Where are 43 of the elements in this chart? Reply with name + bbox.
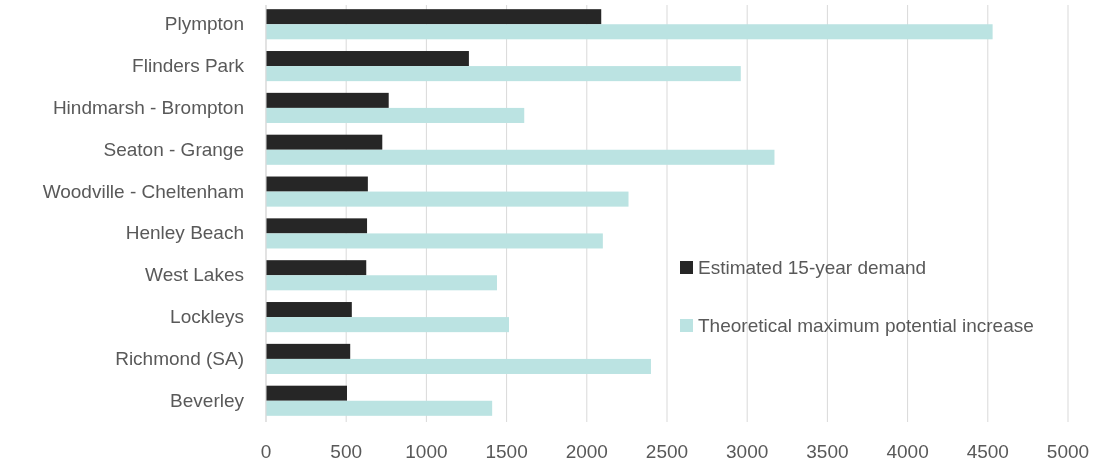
bar: [266, 51, 469, 67]
y-tick-label: Woodville - Cheltenham: [42, 180, 244, 202]
y-tick-label: Plympton: [164, 13, 244, 35]
bar: [266, 260, 367, 276]
bar: [266, 92, 389, 108]
bar: [266, 317, 510, 333]
bar: [266, 358, 651, 374]
bar: [266, 9, 602, 25]
legend-label: Estimated 15-year demand: [698, 257, 927, 278]
x-tick-label: 2000: [565, 441, 608, 462]
bar: [266, 176, 368, 192]
x-tick-label: 0: [260, 441, 272, 462]
y-tick-label: Beverley: [170, 389, 245, 411]
y-tick-label: Flinders Park: [132, 55, 245, 77]
x-tick-label: 500: [330, 441, 363, 462]
bar: [266, 218, 368, 234]
x-tick-label: 2500: [645, 441, 689, 462]
bar: [266, 343, 351, 359]
bar: [266, 66, 741, 82]
x-tick-label: 1500: [485, 441, 528, 462]
x-tick-label: 3000: [726, 441, 769, 462]
y-tick-label: Hindmarsh - Brompton: [52, 96, 244, 118]
bar: [266, 134, 383, 150]
y-tick-label: Richmond (SA): [115, 347, 244, 369]
bar: [266, 107, 525, 123]
bar: [266, 24, 993, 40]
bar: [266, 400, 493, 416]
x-tick-label: 4500: [966, 441, 1009, 462]
x-tick-label: 5000: [1046, 441, 1090, 462]
y-tick-label: Henley Beach: [125, 222, 244, 244]
bar: [266, 149, 775, 165]
bar: [266, 385, 347, 401]
x-tick-label: 4000: [886, 441, 929, 462]
y-tick-label: West Lakes: [145, 264, 244, 286]
x-tick-label: 3500: [806, 441, 849, 462]
legend-label: Theoretical maximum potential increase: [698, 315, 1034, 336]
bar: [266, 302, 352, 318]
x-tick-label: 1000: [405, 441, 448, 462]
y-tick-label: Lockleys: [170, 306, 244, 328]
bar: [266, 233, 603, 249]
bar: [266, 191, 629, 207]
y-tick-label: Seaton - Grange: [103, 138, 244, 160]
bar: [266, 275, 497, 291]
